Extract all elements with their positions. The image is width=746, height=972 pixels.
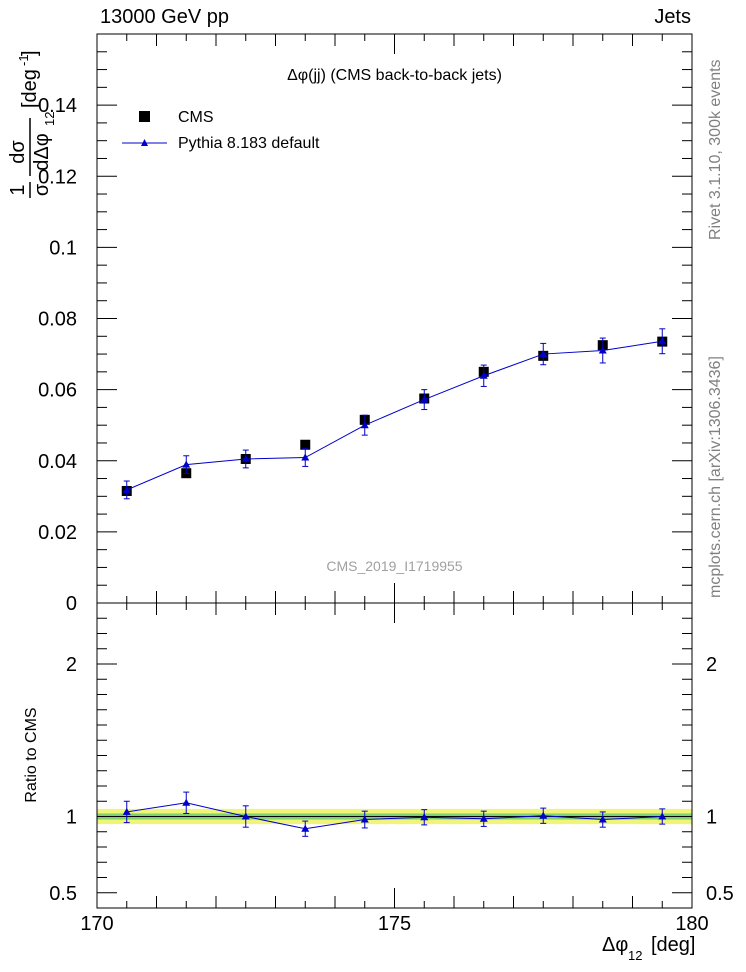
ratio-data-point <box>360 815 369 823</box>
plot-title: Δφ(jj) (CMS back-to-back jets) <box>287 67 502 84</box>
y-tick-label: 0.06 <box>38 380 77 402</box>
ylabel-unit: [deg <box>19 69 41 108</box>
analysis-label: CMS_2019_I1719955 <box>326 558 462 574</box>
ratio-plot-frame <box>96 602 693 909</box>
y-tick-label: 0.08 <box>38 309 77 331</box>
x-axis-label-sub: 12 <box>628 948 642 963</box>
ratio-data-point <box>539 811 548 819</box>
ratio-y-tick-label-right: 1 <box>706 807 717 829</box>
ratio-data-point <box>479 814 488 822</box>
ratio-pythia-line <box>126 802 663 830</box>
ratio-data-point <box>122 807 131 815</box>
y-tick-label: 0.1 <box>49 237 77 259</box>
ratio-y-tick-label-right: 2 <box>706 654 717 676</box>
pythia-data-point <box>241 454 250 462</box>
ratio-y-tick-label-right: 0.5 <box>706 883 734 905</box>
legend-cms-label: CMS <box>178 109 214 126</box>
y-tick-label: 0 <box>66 593 77 615</box>
y-tick-label: 0.04 <box>38 451 77 473</box>
ylabel-unit-close: ] <box>19 50 41 56</box>
x-tick-label: 180 <box>675 913 708 935</box>
y-tick-label: 0.02 <box>38 522 77 544</box>
ylabel-d-den: dΔφ <box>31 133 53 170</box>
x-axis-label-main: Δφ <box>602 934 628 956</box>
pythia-data-point <box>539 350 548 358</box>
ratio-data-point <box>182 798 191 806</box>
legend-cms-marker <box>139 111 150 122</box>
legend-pythia-marker <box>141 139 148 146</box>
cms-data-point <box>300 439 311 450</box>
ylabel-frac-den: σ <box>31 183 53 196</box>
pythia-data-point <box>360 421 369 429</box>
y-tick-label: 0.14 <box>38 95 77 117</box>
pythia-data-point <box>301 453 310 461</box>
pythia-data-point <box>658 337 667 345</box>
pythia-data-point <box>182 460 191 468</box>
pythia-data-point <box>479 371 488 379</box>
ratio-y-tick-label: 2 <box>66 654 77 676</box>
ratio-data-point <box>241 812 250 820</box>
x-tick-label: 170 <box>80 913 113 935</box>
pythia-data-point <box>598 346 607 354</box>
ratio-y-tick-label: 1 <box>66 807 77 829</box>
ratio-y-axis-label: Ratio to CMS <box>23 707 40 802</box>
ratio-data-point <box>658 812 667 820</box>
ylabel-d-den-sub: 12 <box>42 112 57 126</box>
y-tick-label: 0.12 <box>38 166 77 188</box>
main-y-axis-label: 1 σ dσ dΔφ 12[deg -1] <box>7 50 57 198</box>
source-url-label: mcplots.cern.ch [arXiv:1306.3436] <box>707 356 724 598</box>
ratio-y-axis-text: Ratio to CMS <box>23 707 40 802</box>
ylabel-frac-num: 1 <box>7 184 29 195</box>
ylabel-unit-sup: -1 <box>16 54 31 66</box>
ratio-y-tick-label: 0.5 <box>49 883 77 905</box>
header-right-label: Jets <box>654 6 691 28</box>
ratio-data-point <box>301 824 310 832</box>
ratio-data-point <box>598 815 607 823</box>
pythia-data-point <box>420 395 429 403</box>
pythia-data-point <box>122 485 131 493</box>
x-axis-label-unit: [deg] <box>651 934 695 956</box>
ylabel-d-num: dσ <box>7 140 29 164</box>
rivet-version-label: Rivet 3.1.10, 300k events <box>707 59 724 240</box>
legend-pythia-label: Pythia 8.183 default <box>178 135 320 152</box>
x-tick-label: 175 <box>378 913 411 935</box>
ratio-data-point <box>420 813 429 821</box>
pythia-line <box>126 340 663 491</box>
header-left-label: 13000 GeV pp <box>100 6 229 28</box>
